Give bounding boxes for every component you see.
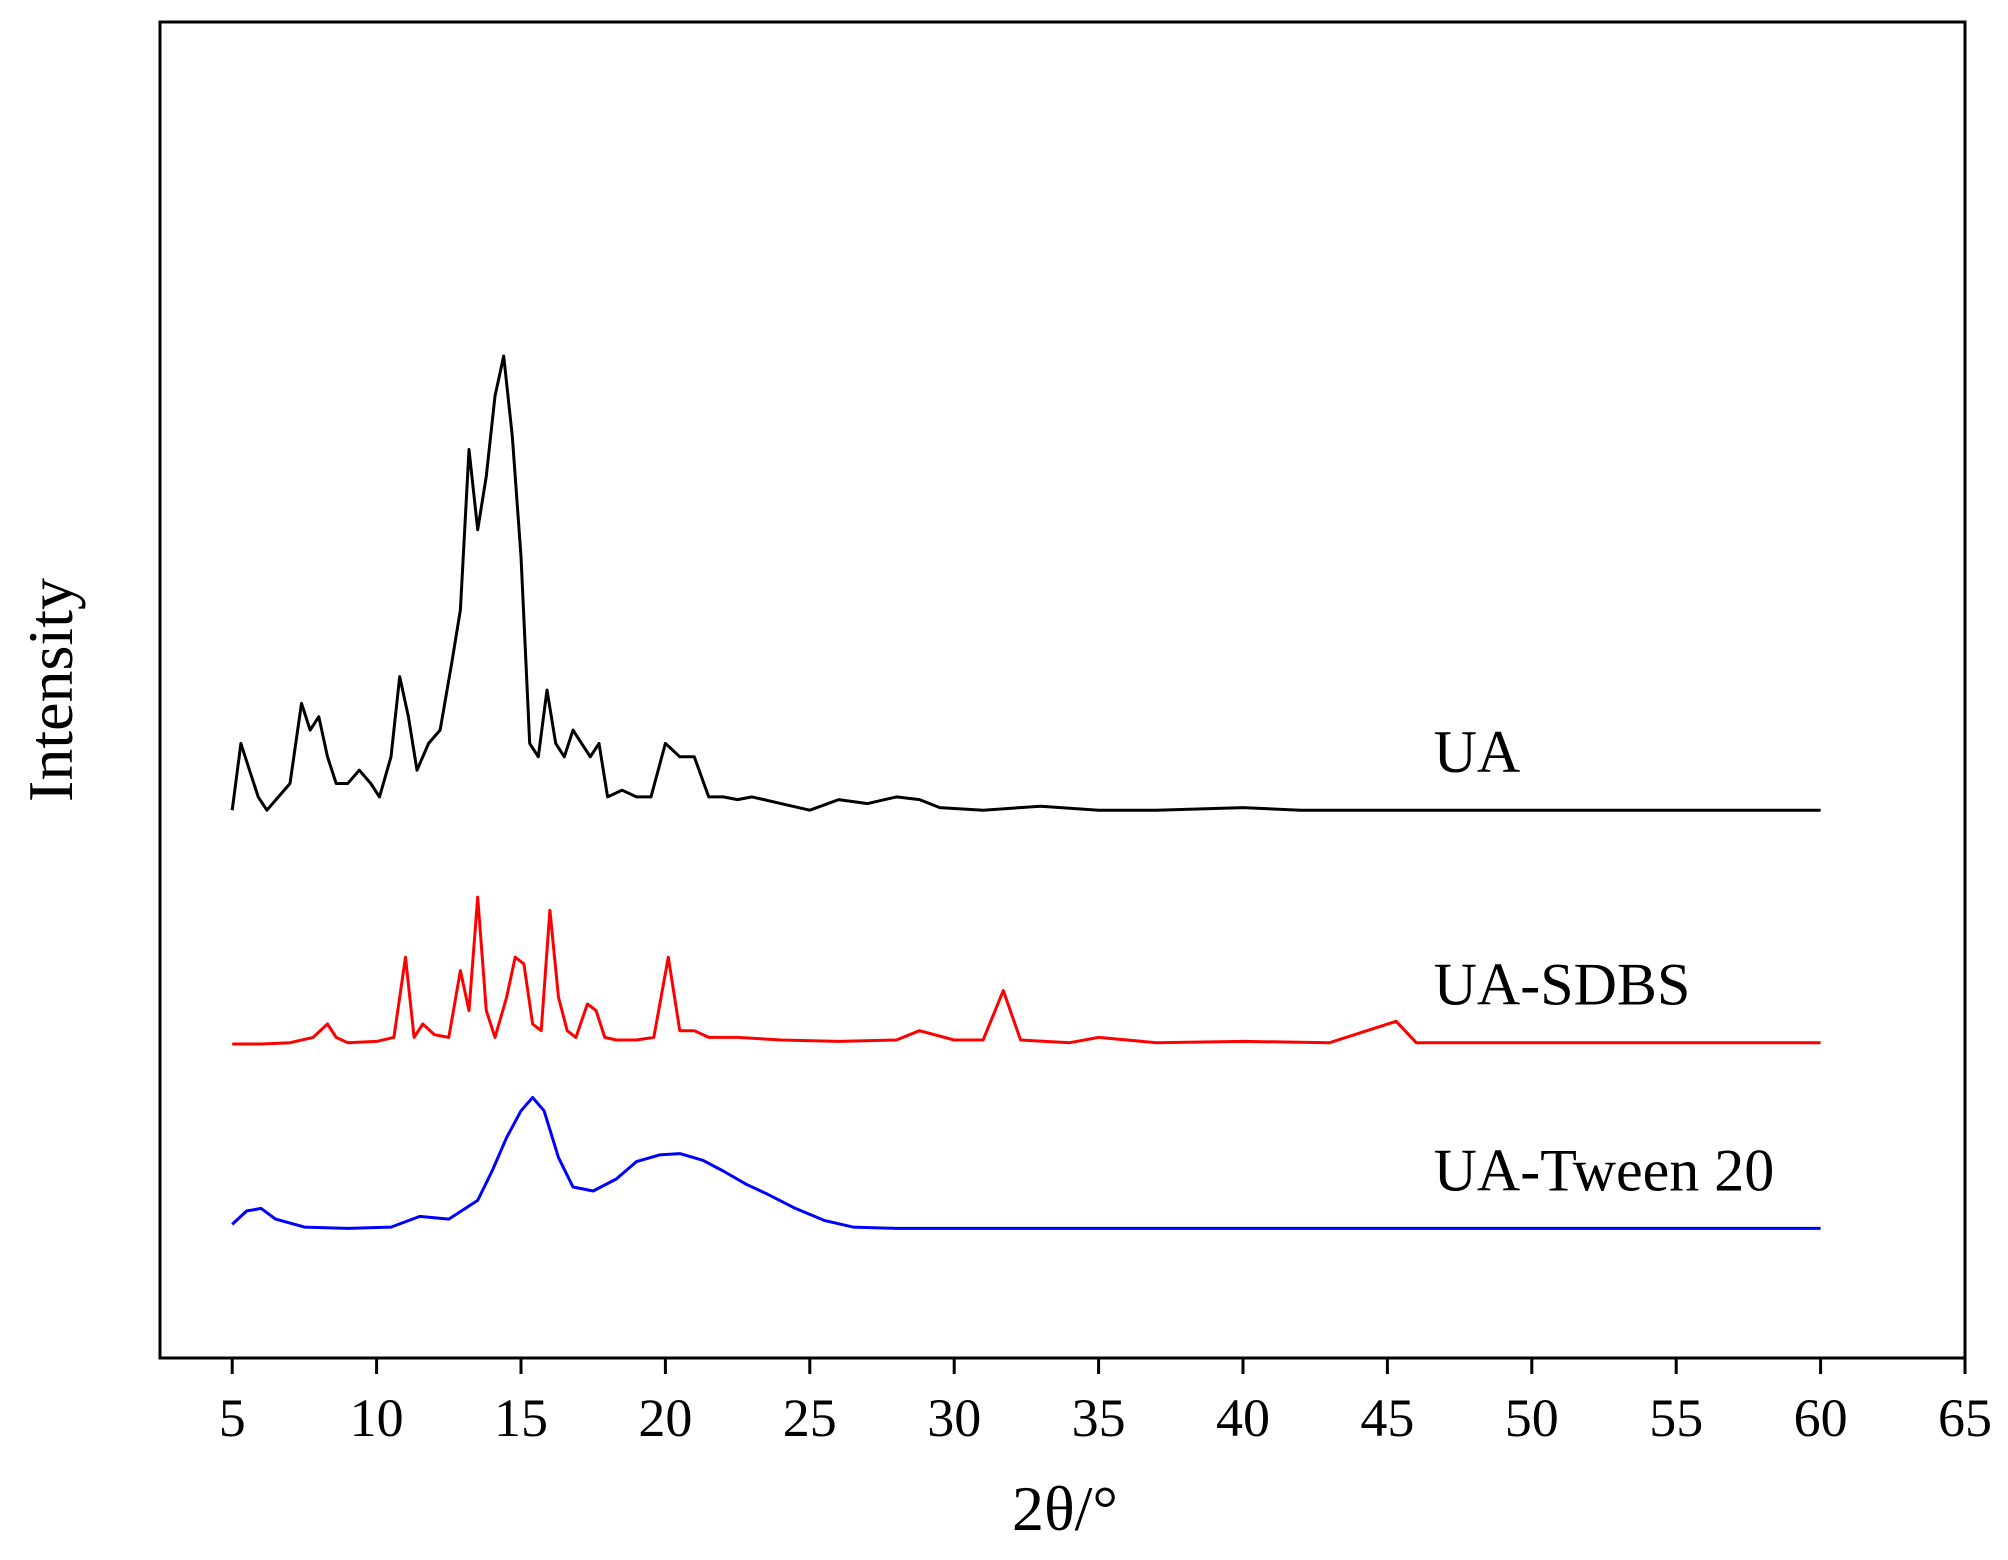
- x-tick-label: 10: [350, 1388, 404, 1448]
- series-line-2: [231, 1096, 1821, 1230]
- x-tick-label: 65: [1938, 1388, 1992, 1448]
- x-axis-ticks: 5 10 15 20 25 30 35 40 45 50 55 60 65: [219, 1358, 1992, 1448]
- x-tick-label: 60: [1794, 1388, 1848, 1448]
- series-line-0: [230, 354, 1821, 812]
- series-label-2: UA-Tween 20: [1434, 1137, 1775, 1203]
- x-tick-label: 5: [219, 1388, 246, 1448]
- series-labels: UA UA-SDBS UA-Tween 20: [1434, 719, 1775, 1203]
- x-tick-label: 55: [1649, 1388, 1703, 1448]
- plot-frame: [158, 20, 1967, 1360]
- series-label-1: UA-SDBS: [1434, 952, 1691, 1018]
- x-tick-label: 20: [638, 1388, 692, 1448]
- x-tick-label: 15: [494, 1388, 548, 1448]
- x-tick-label: 30: [927, 1388, 981, 1448]
- x-tick-label: 45: [1360, 1388, 1414, 1448]
- x-tick-label: 40: [1216, 1388, 1270, 1448]
- x-axis-title: 2θ/°: [1012, 1473, 1118, 1544]
- x-tick-label: 25: [783, 1388, 837, 1448]
- y-axis-title: Intensity: [15, 578, 86, 802]
- series-label-0: UA: [1434, 719, 1521, 785]
- series-lines: [230, 354, 1821, 1230]
- series-line-1: [232, 895, 1821, 1046]
- x-tick-label: 50: [1505, 1388, 1559, 1448]
- x-tick-label: 35: [1072, 1388, 1126, 1448]
